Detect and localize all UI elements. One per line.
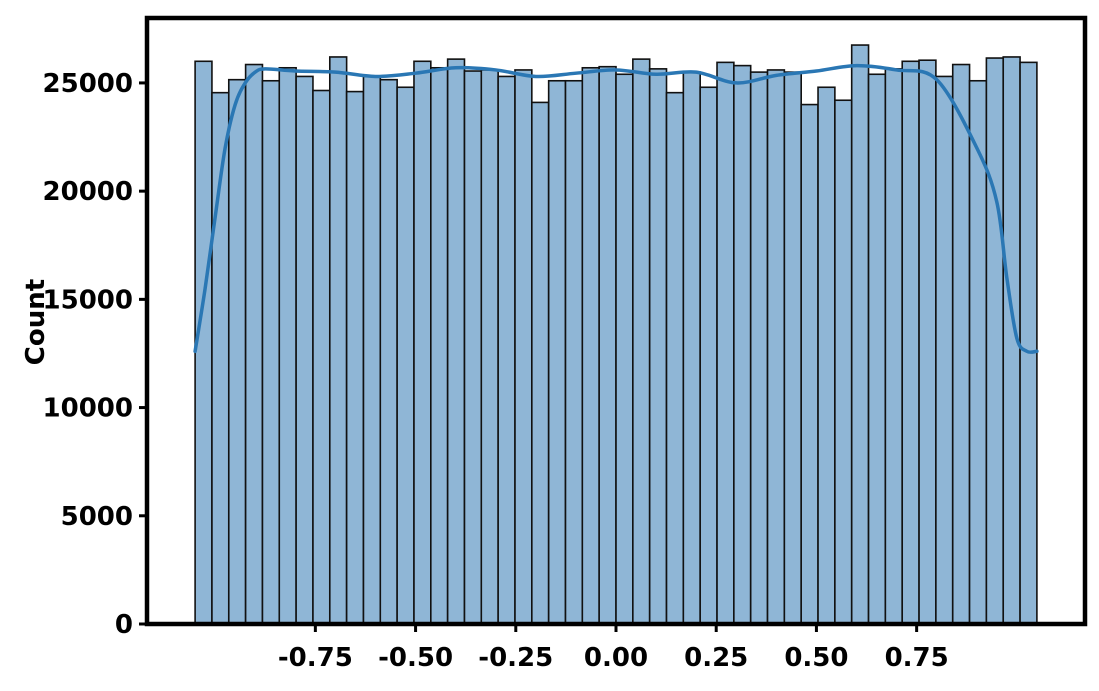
histogram-bar (446, 58, 466, 625)
x-tick-label: -0.50 (378, 643, 453, 673)
histogram-bar (413, 60, 432, 625)
y-tick-label: 15000 (43, 285, 133, 315)
histogram-bar (295, 75, 314, 625)
y-tick-label: 10000 (43, 394, 133, 424)
histogram-bar (547, 79, 567, 625)
histogram-bar (834, 99, 853, 625)
histogram-bar (850, 44, 870, 625)
histogram-bar (648, 68, 668, 625)
x-tick-label: 0.00 (584, 643, 648, 673)
histogram-bar (328, 56, 348, 625)
x-tick-label: 0.50 (784, 643, 848, 673)
histogram-bar (951, 63, 971, 625)
histogram-bar (430, 66, 449, 625)
histogram-bar (867, 73, 887, 625)
histogram-bar (817, 86, 836, 625)
histogram-bar (1019, 61, 1038, 625)
histogram-bar (581, 66, 600, 625)
histogram-bar (480, 69, 499, 625)
histogram-bar (935, 75, 954, 625)
histogram-bar (665, 91, 685, 625)
histogram-bar (514, 69, 533, 625)
histogram-bar (564, 79, 584, 625)
y-tick-label: 20000 (43, 177, 133, 207)
histogram-bar (396, 86, 415, 625)
kde-curve (193, 63, 1039, 354)
histogram-bar (749, 71, 769, 625)
y-tick-label: 5000 (61, 502, 133, 532)
histogram-bar (766, 69, 786, 625)
histogram-bar (463, 70, 483, 625)
histogram-bar (716, 61, 735, 625)
histogram-bar (901, 60, 920, 625)
x-tick-label: -0.75 (278, 643, 353, 673)
y-axis-label: Count (21, 279, 51, 365)
histogram-bar (615, 73, 634, 625)
x-tick-label: -0.25 (478, 643, 553, 673)
x-tick-label: 0.25 (684, 643, 748, 673)
histogram-bar (699, 86, 718, 625)
y-tick-label: 25000 (43, 69, 133, 99)
x-tick-label: 0.75 (885, 643, 949, 673)
histogram-bar (227, 78, 247, 625)
histogram-bar (783, 71, 802, 625)
histogram-bar (497, 75, 516, 625)
histogram-bar (531, 101, 550, 625)
histogram-bar (379, 78, 398, 625)
histogram-bar (733, 64, 752, 625)
histogram-bar (278, 66, 297, 625)
histogram-bar (312, 89, 331, 625)
y-tick-label: 0 (115, 610, 133, 640)
histogram-bar (682, 71, 701, 625)
x-axis: -0.75 -0.50 -0.25 0.00 0.25 0.50 0.75 (278, 624, 949, 673)
histogram-bar (632, 58, 651, 625)
histogram-bar (918, 59, 937, 625)
histogram-bar (884, 68, 904, 625)
histogram-bar (244, 63, 264, 625)
histogram-bar (261, 79, 281, 625)
histogram-bar (985, 57, 1005, 625)
histogram-bar (362, 75, 382, 625)
histogram-bar (598, 65, 617, 625)
y-axis: 0 5000 10000 15000 20000 25000 (43, 69, 147, 640)
histogram-bar (345, 90, 365, 625)
histogram-bar (800, 103, 819, 625)
histogram-bars (194, 44, 1038, 625)
